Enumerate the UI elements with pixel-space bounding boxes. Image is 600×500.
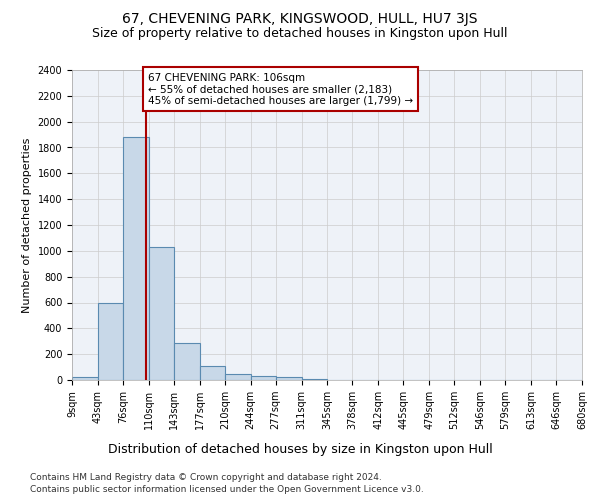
Y-axis label: Number of detached properties: Number of detached properties [22, 138, 32, 312]
Bar [149, 247, 174, 380]
Text: 67 CHEVENING PARK: 106sqm
← 55% of detached houses are smaller (2,183)
45% of se: 67 CHEVENING PARK: 106sqm ← 55% of detac… [148, 72, 413, 106]
Bar [123, 137, 149, 380]
Bar [225, 374, 251, 380]
Text: Size of property relative to detached houses in Kingston upon Hull: Size of property relative to detached ho… [92, 28, 508, 40]
Text: Contains HM Land Registry data © Crown copyright and database right 2024.: Contains HM Land Registry data © Crown c… [30, 472, 382, 482]
Text: 67, CHEVENING PARK, KINGSWOOD, HULL, HU7 3JS: 67, CHEVENING PARK, KINGSWOOD, HULL, HU7… [122, 12, 478, 26]
Bar [98, 302, 123, 380]
Bar [174, 342, 200, 380]
Bar [251, 376, 275, 380]
Bar [275, 378, 302, 380]
Bar [200, 366, 225, 380]
Bar [72, 378, 98, 380]
Text: Distribution of detached houses by size in Kingston upon Hull: Distribution of detached houses by size … [107, 442, 493, 456]
Text: Contains public sector information licensed under the Open Government Licence v3: Contains public sector information licen… [30, 485, 424, 494]
